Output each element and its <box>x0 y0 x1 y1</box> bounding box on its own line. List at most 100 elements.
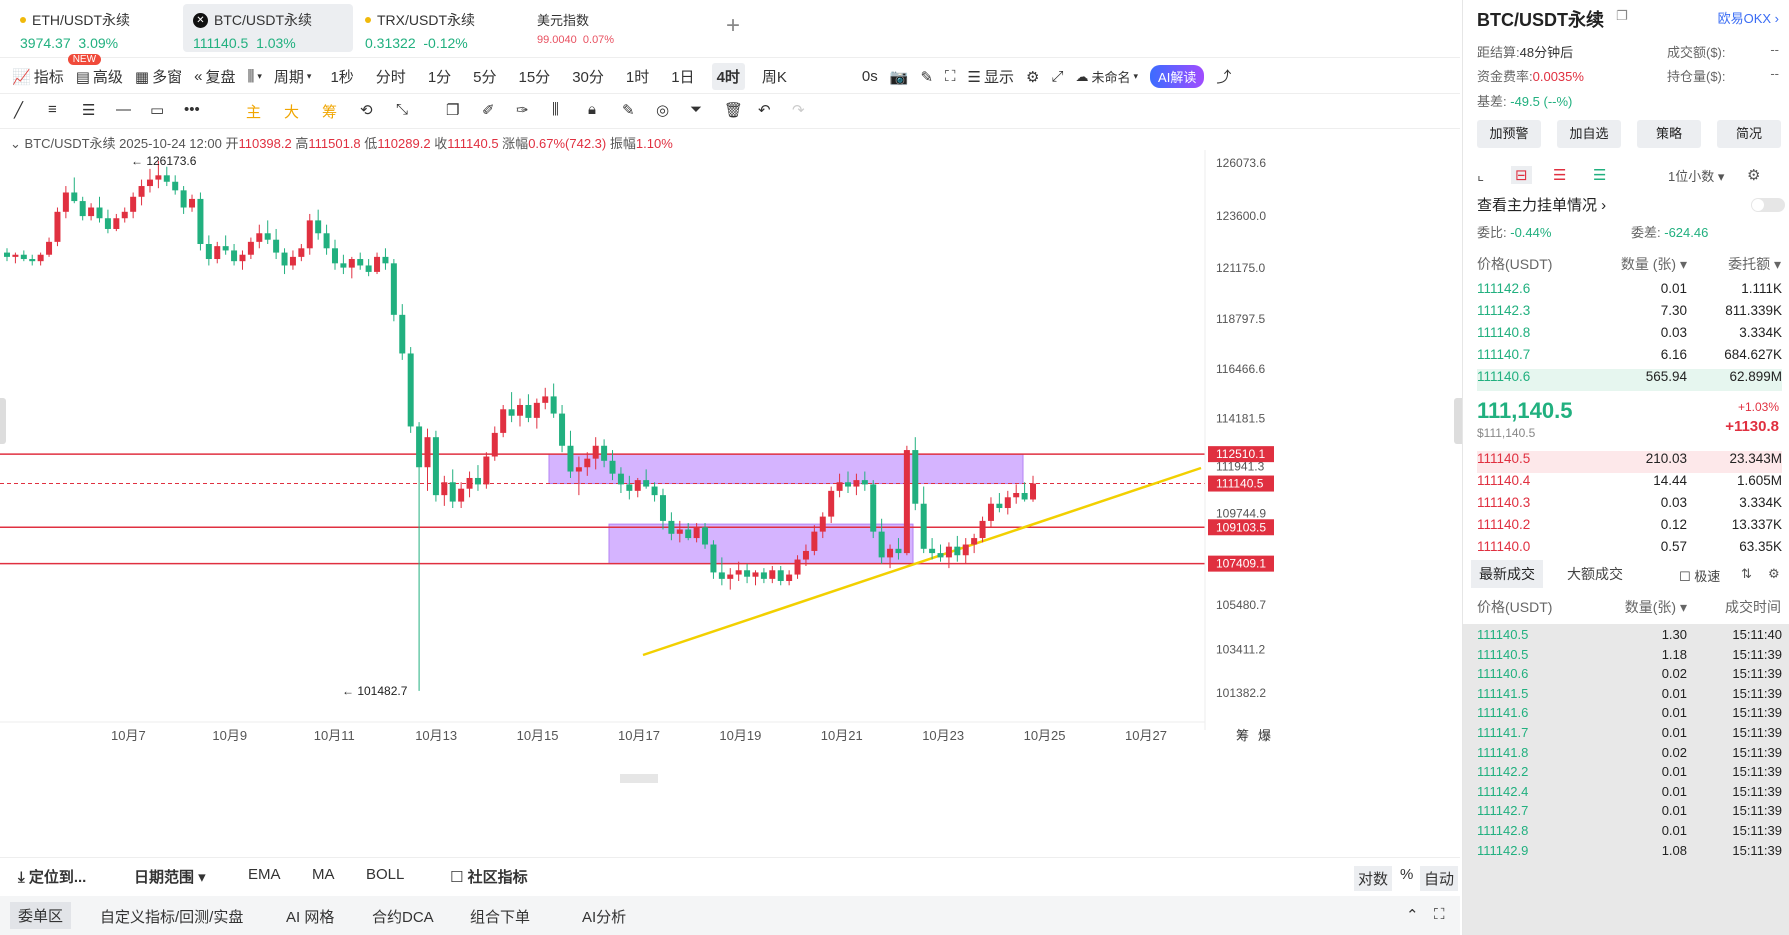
advanced-button[interactable]: ▤ 高级 NEW <box>67 54 123 87</box>
interval-3[interactable]: 5分 <box>473 69 497 86</box>
trade-qty-header[interactable]: 数量(张) ▾ <box>1624 599 1687 615</box>
sort-icon[interactable]: ⇅ <box>1741 566 1752 581</box>
tab-large-trades[interactable]: 大额成交 <box>1567 566 1623 582</box>
hline-tool-icon[interactable]: — <box>116 101 131 118</box>
tab-trx[interactable]: TRX/USDT永续 0.31322 -0.12% <box>355 4 525 52</box>
fast-mode-checkbox[interactable]: ☐ 极速 <box>1679 569 1721 584</box>
tab-latest-trades[interactable]: 最新成交 <box>1471 560 1543 588</box>
edit-icon[interactable]: ✎ <box>622 102 635 119</box>
ask-row[interactable]: 111142.3 7.30 811.339K <box>1477 303 1782 325</box>
crop-icon[interactable]: ⛶ <box>945 68 956 85</box>
auto-button[interactable]: 自动 <box>1420 866 1459 891</box>
view-asks-icon[interactable]: ☰ <box>1553 167 1567 184</box>
bid-row[interactable]: 111140.2 0.12 13.337K <box>1477 517 1782 539</box>
interval-6[interactable]: 1时 <box>625 69 650 86</box>
trash-icon[interactable]: 🗑︎ <box>724 102 744 119</box>
chart-type-button[interactable]: ⫼ ▾ <box>247 68 261 85</box>
add-tab-plus-icon[interactable]: + <box>726 12 741 39</box>
pen-icon[interactable]: ✎ <box>920 68 934 86</box>
display-button[interactable]: ☰ 显示 <box>968 66 1014 87</box>
view-split-icon[interactable]: ⊟ <box>1511 166 1532 184</box>
lock-icon[interactable]: 🔒︎ <box>588 101 596 118</box>
expand-icon[interactable]: ⛶ <box>1434 906 1445 923</box>
add-favorite-button[interactable]: 加自选 <box>1557 120 1621 148</box>
interval-5[interactable]: 30分 <box>572 69 604 86</box>
sync-icon[interactable]: ⟲ <box>360 102 373 119</box>
tab-combo-order[interactable]: 组合下单 <box>470 909 531 926</box>
replay-button[interactable]: «复盘 <box>194 66 235 87</box>
tab-order-area[interactable]: 委单区 <box>10 902 72 929</box>
channel-tool-icon[interactable]: ☰ <box>82 102 96 119</box>
view-both-icon[interactable]: ⌞ <box>1477 167 1485 184</box>
ema-button[interactable]: EMA <box>248 866 281 883</box>
tab-custom-indicator[interactable]: 自定义指标/回测/实盘 <box>100 909 244 926</box>
date-range-dropdown[interactable]: 日期范围 ▾ <box>134 869 206 886</box>
magnet-icon[interactable]: ✐ <box>482 102 495 119</box>
camera-icon[interactable]: 📷 <box>889 68 909 86</box>
log-button[interactable]: 对数 <box>1354 866 1393 891</box>
redo-icon[interactable]: ↷ <box>792 102 805 119</box>
interval-1[interactable]: 分时 <box>375 69 406 86</box>
parallel-tool-icon[interactable]: ≡ <box>48 101 57 118</box>
exchange-link[interactable]: 欧易OKX › <box>1717 11 1779 26</box>
big-orders-link[interactable]: 查看主力挂单情况 › <box>1477 197 1607 214</box>
qty-header[interactable]: 数量 (张) ▾ <box>1620 256 1687 272</box>
chevron-up-icon[interactable]: ⌃ <box>1406 907 1419 924</box>
ma-button[interactable]: MA <box>312 866 335 883</box>
bid-row[interactable]: 111140.4 14.44 1.605M <box>1477 473 1782 495</box>
view-bids-icon[interactable]: ☰ <box>1593 167 1607 184</box>
tab-dxy[interactable]: 美元指数 99.0040 0.07% <box>527 4 697 52</box>
settings-icon[interactable]: ⚙ <box>1768 566 1780 581</box>
interval-4[interactable]: 15分 <box>518 69 551 86</box>
eraser-icon[interactable]: ✑ <box>516 102 529 119</box>
ask-row[interactable]: 111142.6 0.01 1.111K <box>1477 281 1782 303</box>
line-tool-icon[interactable]: ╱ <box>14 102 24 119</box>
boll-button[interactable]: BOLL <box>366 866 405 883</box>
indicators-button[interactable]: 📈 指标 <box>12 66 64 87</box>
period-dropdown[interactable]: 周期 ▾ <box>274 66 312 87</box>
ask-row[interactable]: 111140.7 6.16 684.627K <box>1477 347 1782 369</box>
bid-row[interactable]: 111140.0 0.57 63.35K <box>1477 539 1782 561</box>
amount-header[interactable]: 委托额 ▾ <box>1728 256 1781 272</box>
eye-icon[interactable]: ◎ <box>656 102 670 119</box>
copy-icon[interactable]: ❐ <box>1616 8 1628 23</box>
tab-ai-grid[interactable]: AI 网格 <box>286 909 335 926</box>
overview-button[interactable]: 简况 <box>1717 120 1781 148</box>
more-tools-icon[interactable]: ••• <box>184 101 200 118</box>
bid-row[interactable]: 111140.3 0.03 3.334K <box>1477 495 1782 517</box>
fullscreen-icon[interactable]: ⤢ <box>1051 68 1064 85</box>
ai-interpret-button[interactable]: AI解读 <box>1150 65 1205 88</box>
left-collapse-handle[interactable] <box>0 398 6 444</box>
interval-8[interactable]: 4时 <box>711 63 745 90</box>
tab-ai-analysis[interactable]: AI分析 <box>582 909 627 926</box>
undo-icon[interactable]: ↶ <box>758 102 771 119</box>
interval-2[interactable]: 1分 <box>427 69 452 86</box>
collapse-icon[interactable]: ⌄ <box>10 136 21 151</box>
percent-button[interactable]: % <box>1400 866 1414 883</box>
rect-tool-icon[interactable]: ▭ <box>150 102 165 119</box>
layout-dropdown[interactable]: ☁ 未命名 ▾ <box>1075 67 1138 86</box>
community-indicator-button[interactable]: ☐ 社区指标 <box>450 869 528 886</box>
settings-icon[interactable]: ⚙ <box>1747 167 1761 184</box>
main-toggle[interactable]: 主 <box>246 104 262 121</box>
strategy-button[interactable]: 策略 <box>1637 120 1701 148</box>
filter-icon[interactable]: ⏷ <box>690 101 703 118</box>
tab-btc[interactable]: ✕ BTC/USDT永续 111140.5 1.03% <box>183 4 353 52</box>
locate-button[interactable]: ⤓ 定位到... <box>18 869 87 886</box>
bid-row[interactable]: 111140.5 210.03 23.343M <box>1477 451 1782 473</box>
big-toggle[interactable]: 大 <box>284 104 300 121</box>
ask-row[interactable]: 111140.6 565.94 62.899M <box>1477 369 1782 391</box>
tab-dca[interactable]: 合约DCA <box>372 909 434 926</box>
share-icon[interactable]: ⤴ <box>1216 69 1232 86</box>
tab-eth[interactable]: ETH/USDT永续 3974.37 3.09% <box>10 4 180 52</box>
multi-window-button[interactable]: ▦ 多窗 <box>135 66 182 87</box>
ask-row[interactable]: 111140.8 0.03 3.334K <box>1477 325 1782 347</box>
add-alert-button[interactable]: 加预警 <box>1477 120 1541 148</box>
interval-7[interactable]: 1日 <box>671 69 695 86</box>
bars-icon[interactable]: ⫼ <box>552 101 559 118</box>
measure-icon[interactable]: ⤡ <box>396 101 409 118</box>
big-orders-toggle[interactable] <box>1751 198 1785 212</box>
interval-9[interactable]: 周K <box>761 69 787 86</box>
decimals-dropdown[interactable]: 1位小数 ▾ <box>1668 169 1725 184</box>
candlestick-chart[interactable]: ← 126173.6 ← 101482.7 126073.6 123600.0 121… <box>0 150 1460 840</box>
